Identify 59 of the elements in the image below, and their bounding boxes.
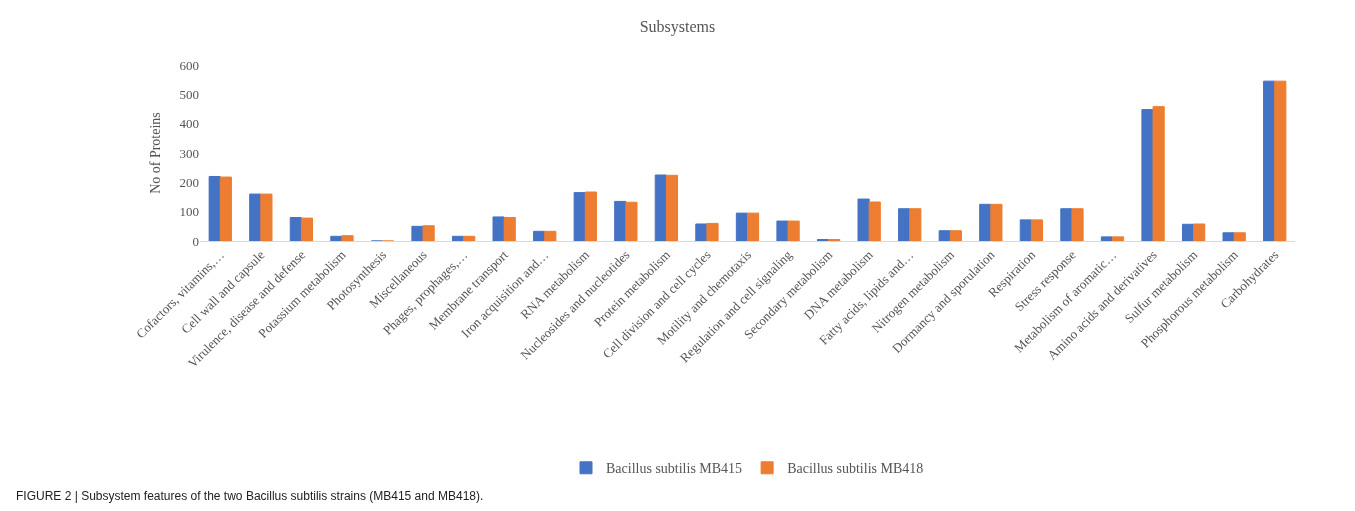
bar: [1100, 236, 1113, 241]
bar: [625, 201, 638, 241]
bar: [260, 193, 273, 241]
y-tick-label: 0: [192, 233, 199, 249]
bar: [868, 201, 881, 241]
bar: [735, 212, 748, 241]
y-tick-label: 400: [179, 116, 199, 132]
bar: [1112, 236, 1125, 241]
caption: FIGURE 2 | Subsystem features of the two Bacillus subtilis strains (MB415 and MB418).: [16, 489, 484, 503]
bar: [573, 192, 586, 241]
legend-label: Bacillus subtilis MB418: [787, 461, 924, 477]
bar: [979, 203, 992, 241]
bar: [909, 208, 922, 241]
bar: [411, 225, 424, 241]
bar: [1060, 208, 1073, 241]
y-tick-label: 600: [179, 57, 199, 73]
bar: [1141, 109, 1154, 241]
bar: [857, 198, 870, 241]
bar: [665, 174, 679, 241]
bar: [990, 203, 1003, 241]
bar: [1193, 223, 1206, 241]
bar: [1263, 80, 1276, 241]
bar: [1030, 219, 1044, 241]
y-tick-label: 300: [179, 145, 199, 161]
y-tick-label: 500: [179, 86, 199, 102]
y-tick-label: 100: [179, 204, 199, 220]
bar: [300, 217, 314, 241]
bar: [938, 230, 951, 241]
bar: [503, 217, 516, 241]
y-axis-title: No of Proteins: [148, 112, 164, 194]
bar: [695, 223, 708, 241]
bar: [492, 216, 505, 241]
bar: [1233, 232, 1246, 241]
bar: [1152, 106, 1165, 241]
bar: [584, 191, 597, 241]
bar: [1071, 208, 1084, 241]
bar: [654, 174, 667, 241]
bar: [544, 230, 557, 241]
bar: [706, 222, 719, 241]
bar: [422, 225, 435, 241]
bar: [1222, 232, 1235, 241]
bar: [1181, 223, 1195, 241]
y-tick-label: 200: [179, 174, 199, 190]
bar: [1274, 80, 1287, 241]
bar: [463, 235, 476, 241]
bar: [776, 220, 789, 241]
bar: [208, 175, 221, 241]
bar: [787, 220, 800, 241]
bar: [1019, 219, 1032, 241]
bar: [747, 212, 760, 241]
legend-label: Bacillus subtilis MB415: [606, 461, 743, 477]
bar: [949, 230, 962, 241]
bar: [249, 193, 262, 241]
bar: [341, 235, 354, 241]
bar: [614, 200, 627, 241]
bar: [289, 217, 302, 241]
bar: [898, 208, 911, 241]
chart-title: Subsystems: [639, 17, 716, 36]
bar: [219, 176, 232, 241]
